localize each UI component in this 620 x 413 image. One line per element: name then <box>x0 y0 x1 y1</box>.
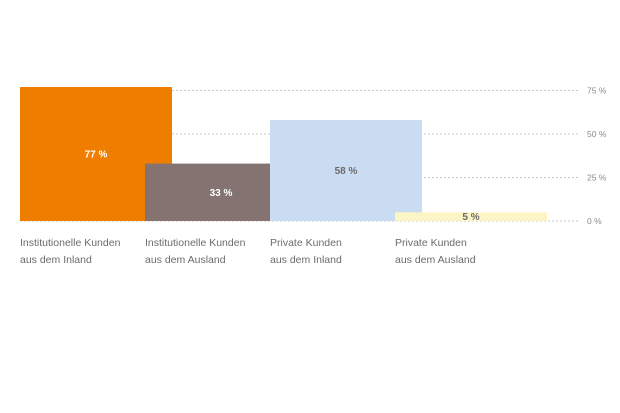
y-tick-label: 25 % <box>587 173 607 183</box>
x-axis-categories: Institutionelle Kunden aus dem Inland Inst… <box>20 237 476 266</box>
category-label: aus dem Inland <box>270 254 342 266</box>
category-label: Institutionelle Kunden <box>145 237 246 249</box>
category-label: aus dem Ausland <box>395 254 476 266</box>
bar <box>395 212 547 221</box>
category-label: aus dem Ausland <box>145 254 226 266</box>
bars: 77 % 33 % 58 % 5 % <box>20 87 547 223</box>
y-axis-ticks: 75 % 50 % 25 % 0 % <box>587 86 607 227</box>
y-tick-label: 0 % <box>587 216 602 226</box>
bar-value-label: 77 % <box>85 150 108 161</box>
category-label: Institutionelle Kunden <box>20 237 121 249</box>
y-tick-label: 50 % <box>587 129 607 139</box>
y-tick-label: 75 % <box>587 86 607 96</box>
category-label: Private Kunden <box>395 237 467 249</box>
bar-value-label: 33 % <box>210 188 233 199</box>
bar <box>270 120 422 221</box>
bar-value-label: 58 % <box>335 166 358 177</box>
category-label: aus dem Inland <box>20 254 92 266</box>
bar-value-label: 5 % <box>462 212 479 223</box>
category-label: Private Kunden <box>270 237 342 249</box>
